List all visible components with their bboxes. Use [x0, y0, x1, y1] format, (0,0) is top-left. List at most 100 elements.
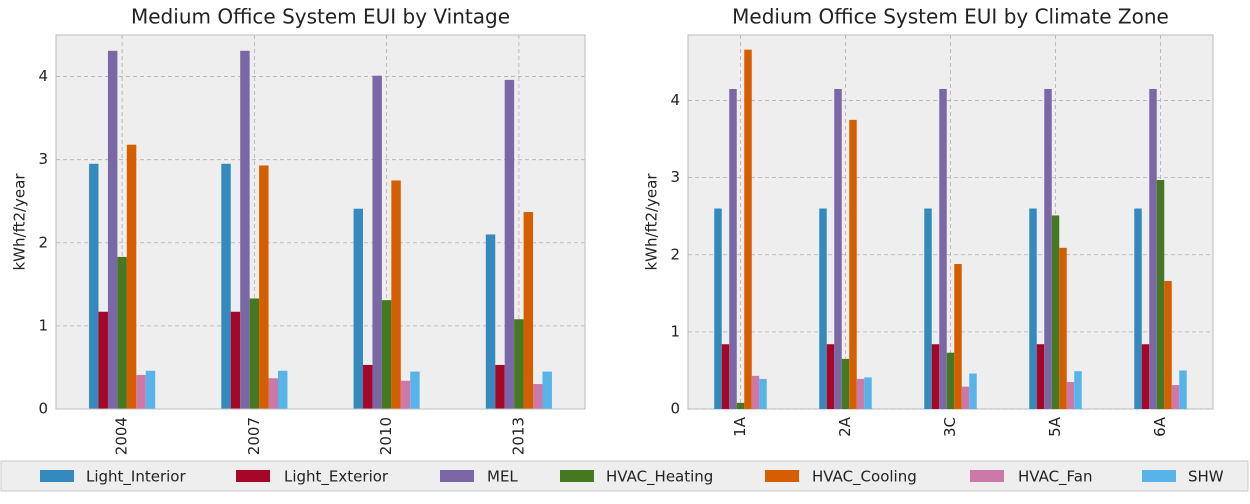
bar: [1036, 344, 1045, 409]
legend-label: HVAC_Cooling: [812, 468, 917, 487]
bar: [1149, 88, 1157, 410]
bar: [495, 364, 505, 409]
bar: [1156, 179, 1165, 409]
legend-box: [0, 460, 1249, 492]
y-tick-label: 4: [38, 67, 48, 85]
bar: [523, 212, 534, 409]
plot-area: [55, 34, 586, 410]
bar: [268, 378, 278, 409]
x-tick-label: 1A: [731, 416, 749, 437]
y-axis-label: kWh/ft2/year: [11, 173, 29, 271]
bar: [1051, 215, 1060, 409]
bar: [1171, 385, 1180, 409]
bar: [126, 144, 137, 409]
bar: [372, 75, 382, 410]
legend-swatch: [1142, 470, 1176, 482]
bar: [864, 377, 872, 409]
bar: [931, 344, 940, 409]
bar: [1074, 371, 1082, 409]
chart-title: Medium Office System EUI by Climate Zone: [732, 5, 1169, 29]
bar: [514, 319, 524, 409]
bar: [277, 370, 288, 409]
bar: [834, 88, 842, 410]
bar: [363, 364, 373, 409]
legend-label: HVAC_Heating: [606, 468, 713, 487]
bar: [89, 163, 99, 409]
legend-label: HVAC_Fan: [1018, 468, 1093, 487]
bar: [954, 264, 962, 409]
legend-label: MEL: [487, 468, 518, 486]
bar: [221, 163, 231, 409]
x-tick-label: 5A: [1046, 416, 1064, 437]
bar: [819, 208, 827, 409]
bar: [259, 165, 269, 409]
legend-swatch: [40, 470, 74, 482]
bar: [1029, 208, 1037, 409]
x-tick-label: 2013: [509, 417, 527, 455]
bar: [736, 402, 745, 409]
bar: [485, 234, 496, 409]
y-tick-label: 2: [38, 233, 48, 251]
legend-swatch: [236, 470, 270, 482]
x-tick-label: 2004: [113, 417, 131, 455]
bar: [117, 256, 127, 409]
y-tick-label: 3: [670, 168, 680, 186]
bar: [249, 298, 260, 409]
legend-swatch: [560, 470, 594, 482]
bar: [391, 180, 401, 409]
bar: [856, 378, 865, 409]
bar: [410, 371, 420, 409]
bar: [939, 88, 947, 410]
bar: [744, 49, 752, 409]
bar: [107, 50, 118, 410]
bar: [353, 208, 364, 409]
bar: [961, 386, 970, 409]
y-tick-label: 1: [670, 322, 680, 340]
bar: [1066, 382, 1075, 409]
bar: [136, 374, 146, 409]
y-axis-label: kWh/ft2/year: [643, 173, 661, 271]
bar: [504, 79, 515, 409]
x-tick-label: 2A: [836, 416, 854, 437]
legend-label: Light_Exterior: [284, 468, 389, 487]
bar: [542, 371, 552, 409]
plot-area: [55, 34, 586, 410]
bar: [98, 311, 108, 409]
bar: [230, 311, 241, 409]
legend-label: Light_Interior: [86, 468, 186, 487]
bar: [1164, 280, 1172, 409]
bar: [946, 352, 955, 409]
y-tick-label: 2: [670, 245, 680, 263]
bar: [1179, 370, 1187, 409]
legend-swatch: [765, 470, 799, 482]
bar: [1134, 208, 1142, 409]
bar: [721, 344, 730, 409]
bar: [759, 378, 767, 409]
y-tick-label: 3: [38, 150, 48, 168]
legend-label: SHW: [1188, 468, 1224, 486]
bar: [841, 358, 850, 409]
x-tick-label: 2010: [377, 417, 395, 455]
bar: [1059, 247, 1067, 409]
bar: [826, 344, 835, 409]
y-tick-label: 4: [670, 91, 680, 109]
x-tick-label: 3C: [941, 417, 959, 437]
bar: [400, 380, 411, 409]
bar: [751, 375, 760, 409]
bar: [381, 300, 392, 409]
x-tick-label: 6A: [1151, 416, 1169, 437]
bar: [145, 370, 156, 409]
x-tick-label: 2007: [245, 417, 263, 455]
legend-swatch: [440, 470, 474, 482]
bar: [1044, 88, 1052, 410]
bar: [714, 208, 722, 409]
bar: [924, 208, 932, 409]
bar: [969, 373, 977, 409]
chart-title: Medium Office System EUI by Vintage: [131, 5, 510, 29]
y-tick-label: 0: [670, 400, 680, 418]
bar: [729, 88, 737, 410]
legend-swatch: [970, 470, 1004, 482]
bar: [240, 50, 250, 410]
y-tick-label: 1: [38, 316, 48, 334]
